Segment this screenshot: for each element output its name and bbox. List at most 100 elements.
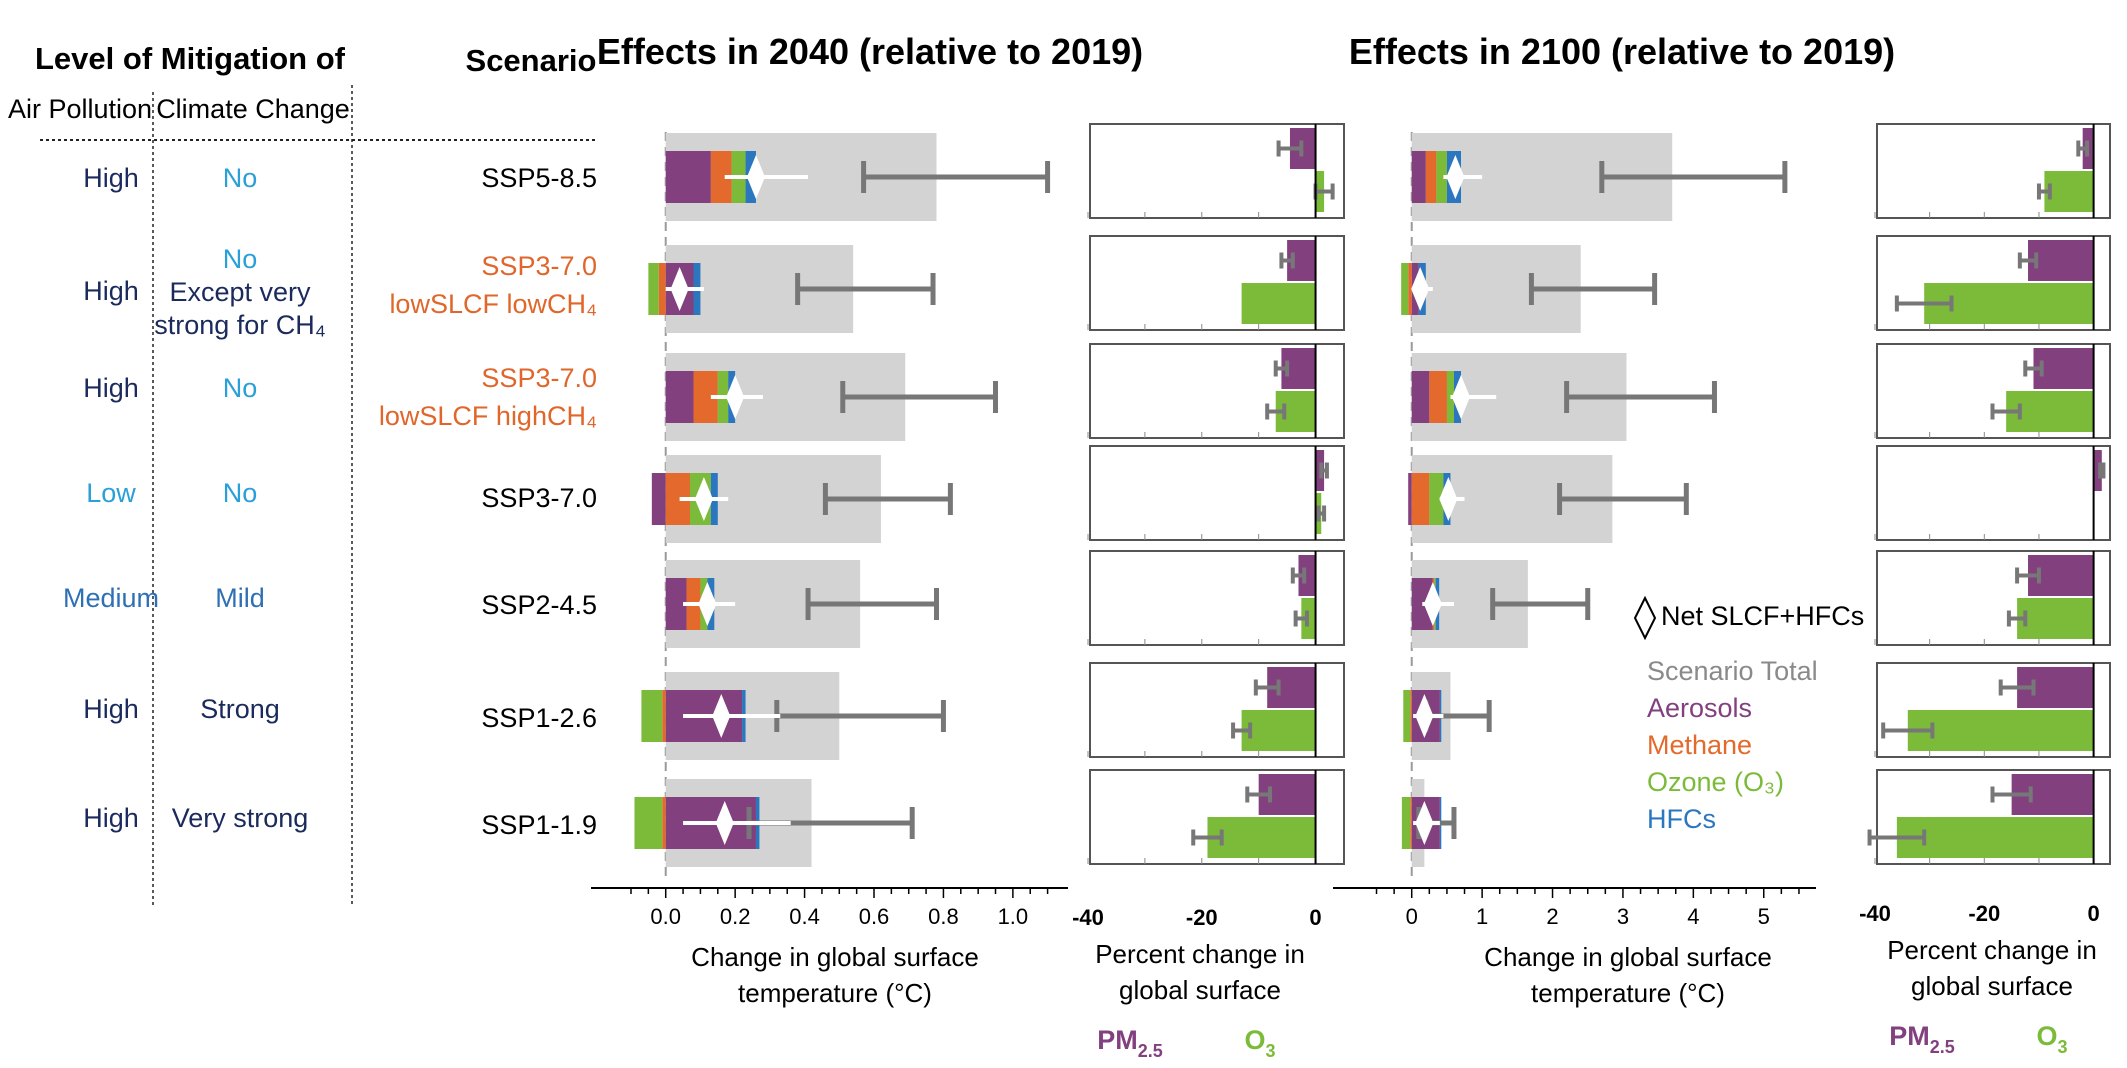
pm25-bar (1298, 555, 1316, 596)
legend-pm25: PM2.5 (1889, 1021, 1955, 1057)
methanebar (662, 797, 666, 849)
title-2100: Effects in 2100 (relative to 2019) (1349, 31, 1895, 72)
scenario-title: Scenario (466, 43, 597, 78)
subplot-frame (1876, 550, 2111, 646)
x-tick-label: 1 (1476, 904, 1488, 929)
methanebar (662, 690, 666, 742)
air-pollution-level: Medium (63, 583, 159, 613)
air-pollution-level: High (83, 803, 139, 833)
legend-item: Ozone (O₃) (1647, 767, 1784, 797)
panel-air-quality-2100: -40 -20 0 Percent change in global surface PM… (1859, 123, 2111, 1057)
scenario-label: SSP1-1.9 (481, 810, 597, 840)
x-tick-label: -20 (1186, 905, 1218, 930)
ozone-bar (1896, 817, 2094, 858)
x-axis-label: temperature (°C) (738, 978, 932, 1008)
legend: Net SLCF+HFCs Scenario Total Aerosols Meth… (1633, 595, 1864, 834)
x-tick-label: 0.4 (789, 904, 820, 929)
subplot-frame (1876, 769, 2111, 865)
ozone-o-bar (1436, 151, 1447, 203)
scenario-label: SSP3-7.0 (481, 251, 597, 281)
climate-mitigation-level: Except very (169, 277, 311, 307)
subplot-frame (1089, 343, 1345, 439)
subplot-frame (1089, 769, 1345, 865)
net-diamond (1439, 477, 1458, 521)
scenario-label: SSP5-8.5 (481, 163, 597, 193)
pm25-bar (2093, 450, 2102, 491)
net-diamond (726, 375, 745, 419)
x-tick-label: 0.2 (720, 904, 751, 929)
aerosolsbar (1408, 473, 1412, 525)
subplot-frame (1876, 445, 2111, 541)
climate-mitigation-level: Very strong (172, 803, 309, 833)
net-diamond (1411, 267, 1430, 311)
climate-mitigation-level: No (223, 163, 258, 193)
climate-mitigation-level: No (223, 373, 258, 403)
methanebar (1410, 797, 1412, 849)
panel-temperature-2100: 0 1 2 3 4 5 Change in global surface temperatur… (1333, 132, 1816, 1008)
aerosolsbar (651, 473, 666, 525)
x-tick-label: 4 (1687, 904, 1699, 929)
ozone-bar (1907, 710, 2094, 751)
aerosolsbar (665, 371, 694, 423)
methanebar (1411, 473, 1430, 525)
ozone-o-bar (634, 797, 663, 849)
legend-item: HFCs (1647, 804, 1716, 834)
x-tick-label: 3 (1617, 904, 1629, 929)
ozone-o-bar (648, 263, 659, 315)
legend-o3: O3 (1244, 1025, 1275, 1061)
net-diamond (1415, 801, 1434, 845)
ozone-bar (2044, 171, 2094, 212)
air-pollution-level: Low (86, 478, 136, 508)
x-tick-label: 0 (1309, 905, 1321, 930)
x-axis-label: global surface (1119, 975, 1281, 1005)
x-tick-label: 2 (1546, 904, 1558, 929)
subplot-frame (1876, 343, 2111, 439)
x-tick-label: 0.6 (859, 904, 890, 929)
x-axis-label: Change in global surface (691, 942, 979, 972)
x-tick-label: 1.0 (998, 904, 1029, 929)
air-pollution-level: High (83, 163, 139, 193)
subplot-frame (1089, 550, 1345, 646)
air-pollution-level: High (83, 276, 139, 306)
legend-net-label: Net SLCF+HFCs (1661, 601, 1864, 631)
climate-mitigation-level: strong for CH₄ (154, 310, 326, 340)
ozone-o-bar (1401, 797, 1411, 849)
mitigation-title: Level of Mitigation of (35, 41, 346, 76)
aerosolsbar (665, 151, 711, 203)
air-pollution-level: High (83, 694, 139, 724)
x-axis-label: temperature (°C) (1531, 978, 1725, 1008)
aerosolsbar (665, 578, 687, 630)
subplot-frame (1876, 123, 2111, 219)
ozone-bar (1241, 710, 1316, 751)
subplot-frame (1876, 662, 2111, 758)
panel-temperature-2040: 0.0 0.2 0.4 0.6 0.8 1.0 Change in global surfa… (591, 132, 1068, 1008)
net-diamond (670, 267, 689, 311)
scenario-label: SSP3-7.0 (481, 363, 597, 393)
legend-o3: O3 (2036, 1021, 2067, 1057)
scenario-label: lowSLCF lowCH₄ (389, 289, 597, 319)
net-diamond (1446, 155, 1465, 199)
x-axis-label: Percent change in (1095, 939, 1305, 969)
climate-mitigation-level: No (223, 244, 258, 274)
net-diamond (746, 155, 765, 199)
aerosolsbar (1411, 151, 1426, 203)
x-tick-label: -40 (1072, 905, 1104, 930)
title-2040: Effects in 2040 (relative to 2019) (597, 31, 1143, 72)
climate-mitigation-level: Strong (200, 694, 280, 724)
col-air-pollution: Air Pollution (8, 94, 152, 124)
methanebar (1410, 690, 1412, 742)
ozone-o-bar (1401, 263, 1409, 315)
methanebar (1408, 263, 1412, 315)
net-diamond (694, 477, 713, 521)
methanebar (1425, 151, 1437, 203)
ozone-bar (1207, 817, 1316, 858)
x-tick-label: 5 (1758, 904, 1770, 929)
methanebar (710, 151, 732, 203)
net-diamond (1452, 375, 1471, 419)
x-tick-label: -40 (1859, 901, 1891, 926)
climate-mitigation-level: No (223, 478, 258, 508)
scenario-label: SSP3-7.0 (481, 483, 597, 513)
legend-item: Aerosols (1647, 693, 1752, 723)
